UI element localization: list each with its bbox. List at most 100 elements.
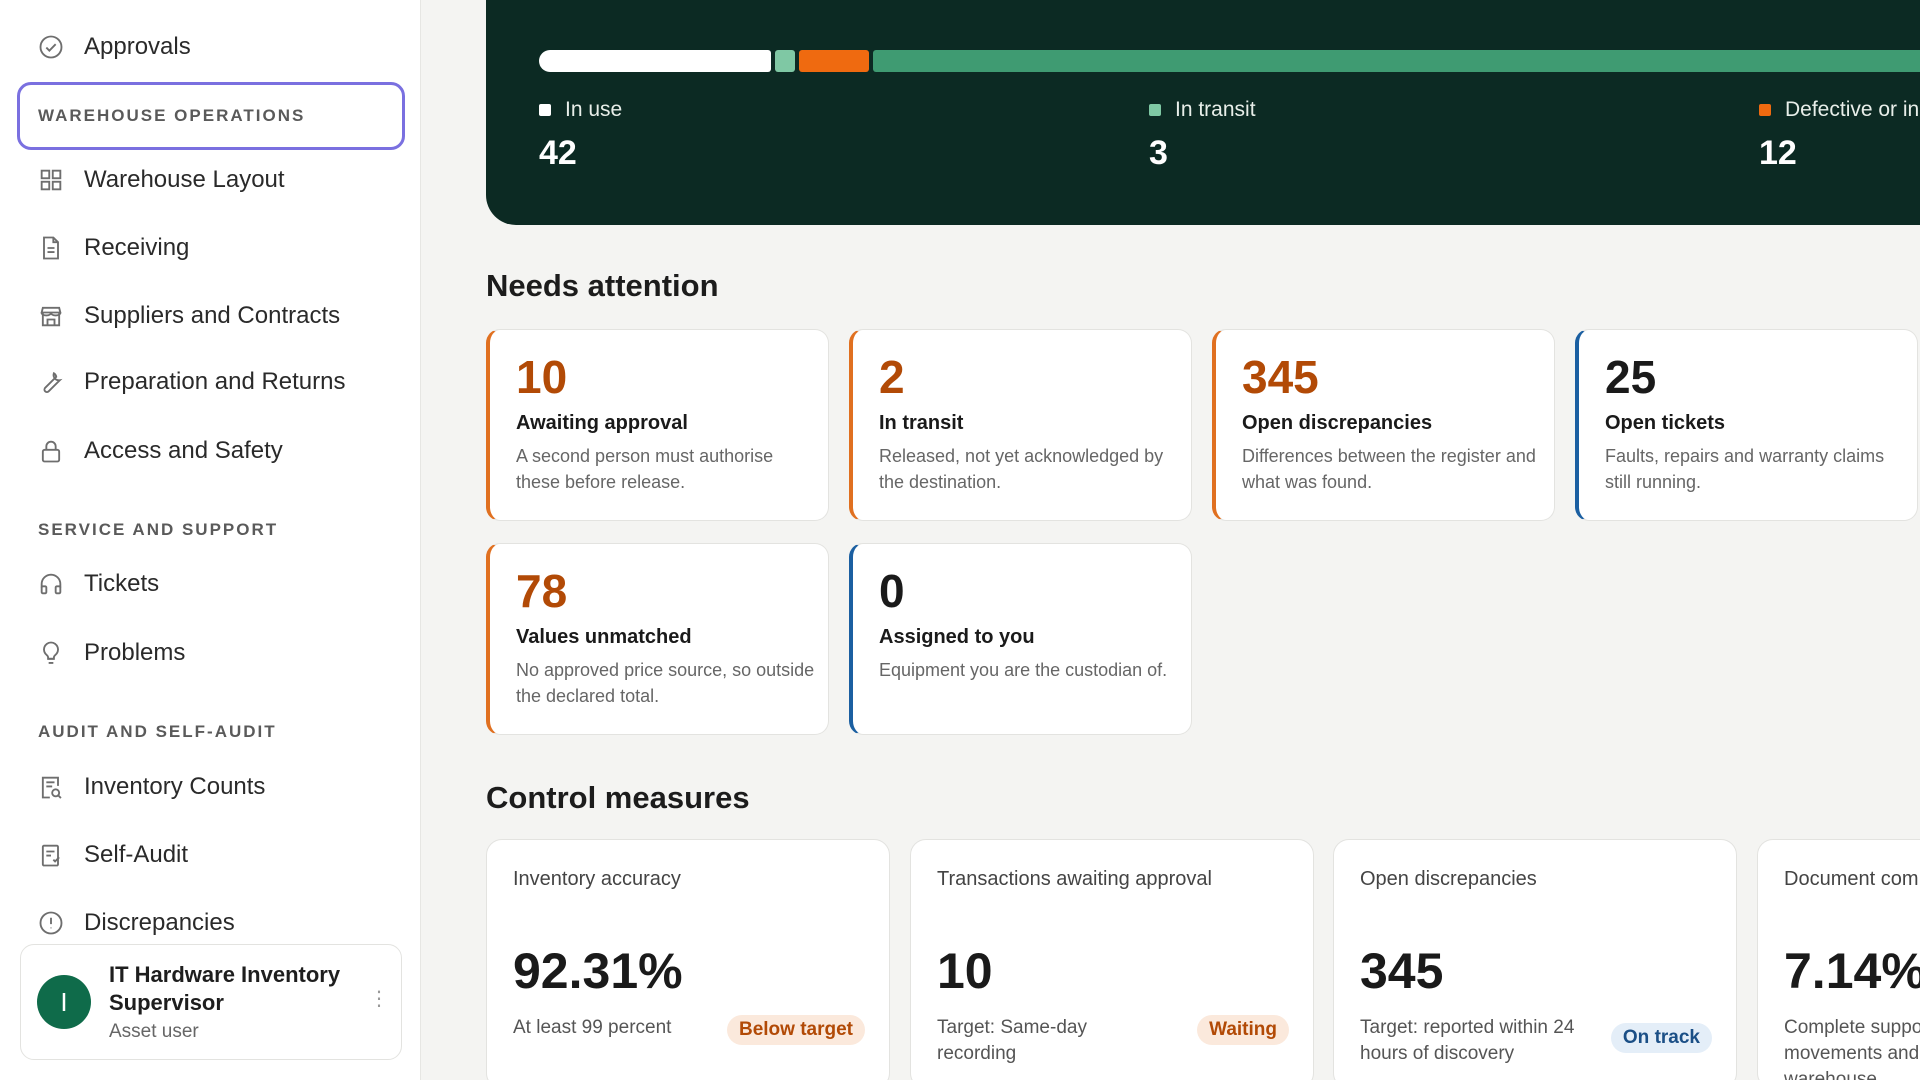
- sidebar-item-label: Receiving: [84, 234, 190, 261]
- control-measures-heading: Control measures: [486, 780, 750, 815]
- status-bar-segment-in-transit: [775, 50, 795, 72]
- sidebar-item-receiving[interactable]: Receiving: [24, 220, 396, 276]
- clipboard-icon: [36, 840, 66, 870]
- legend-value: 12: [1759, 134, 1797, 172]
- control-title: Inventory accuracy: [513, 868, 681, 890]
- attention-title: Values unmatched: [516, 626, 692, 648]
- control-card-document-completeness[interactable]: Document com 7.14% Complete suppo moveme…: [1757, 839, 1920, 1080]
- sidebar-item-inventory-counts[interactable]: Inventory Counts: [24, 759, 396, 815]
- sidebar-item-label: Tickets: [84, 570, 160, 597]
- attention-title: Awaiting approval: [516, 412, 688, 434]
- attention-description: Faults, repairs and warranty claims stil…: [1605, 446, 1885, 492]
- attention-card-values-unmatched[interactable]: 78 Values unmatched No approved price so…: [486, 543, 829, 735]
- control-value: 345: [1360, 943, 1444, 999]
- sidebar-item-problems[interactable]: Problems: [24, 625, 396, 681]
- status-bar-segment-defective-or-in-repair: [798, 50, 870, 72]
- legend-defective: Defective or in 12: [1759, 98, 1919, 173]
- control-card-open-discrepancies[interactable]: Open discrepancies 345 Target: reported …: [1333, 839, 1737, 1080]
- sidebar-item-suppliers-and-contracts[interactable]: Suppliers and Contracts: [24, 288, 396, 344]
- control-target: Complete suppo movements and warehouse: [1784, 1017, 1920, 1080]
- sidebar-item-label: Warehouse Layout: [84, 166, 285, 193]
- legend-label: Defective or in: [1785, 98, 1920, 121]
- attention-description: Differences between the register and wha…: [1242, 446, 1536, 492]
- sidebar-item-approvals[interactable]: Approvals: [24, 19, 396, 75]
- sidebar-item-preparation-and-returns[interactable]: Preparation and Returns: [24, 354, 396, 410]
- legend-in-transit: In transit 3: [1149, 98, 1256, 173]
- control-target: At least 99 percent: [513, 1017, 672, 1038]
- sidebar-item-self-audit[interactable]: Self-Audit: [24, 827, 396, 883]
- control-target: Target: Same-day recording: [937, 1017, 1087, 1064]
- attention-description: A second person must authorise these bef…: [516, 446, 774, 492]
- needs-attention-heading: Needs attention: [486, 268, 719, 303]
- sidebar-item-label: Preparation and Returns: [84, 368, 346, 395]
- control-title: Document com: [1784, 868, 1919, 890]
- legend-in-use: In use 42: [539, 98, 622, 173]
- legend-label: In transit: [1175, 98, 1256, 121]
- status-stacked-bar: [539, 50, 1920, 72]
- avatar: I: [37, 975, 91, 1029]
- sidebar-item-label: Suppliers and Contracts: [84, 302, 341, 329]
- section-header-warehouse-operations[interactable]: WAREHOUSE OPERATIONS: [17, 82, 405, 150]
- headset-icon: [36, 569, 66, 599]
- user-card[interactable]: I IT Hardware Inventory Supervisor Asset…: [20, 944, 402, 1060]
- control-value: 10: [937, 943, 993, 999]
- attention-card-awaiting-approval[interactable]: 10 Awaiting approval A second person mus…: [486, 329, 829, 521]
- document-icon: [36, 233, 66, 263]
- attention-count: 345: [1242, 351, 1319, 403]
- attention-count: 25: [1605, 351, 1657, 403]
- section-label-service-and-support: SERVICE AND SUPPORT: [38, 520, 279, 539]
- legend-value: 3: [1149, 134, 1168, 172]
- check-circle-icon: [36, 32, 66, 62]
- attention-title: Open tickets: [1605, 412, 1726, 434]
- status-badge: On track: [1610, 1023, 1712, 1053]
- status-badge: Waiting: [1197, 1015, 1289, 1045]
- sidebar-item-label: Discrepancies: [84, 909, 235, 936]
- sidebar-item-label: Inventory Counts: [84, 773, 266, 800]
- attention-card-open-discrepancies[interactable]: 345 Open discrepancies Differences betwe…: [1212, 329, 1555, 521]
- control-target: Target: reported within 24 hours of disc…: [1360, 1017, 1575, 1064]
- alert-circle-icon: [36, 908, 66, 938]
- legend-swatch: [539, 104, 551, 116]
- status-overview-panel: In use 42 In transit 3 Defective or in 1…: [486, 0, 1920, 225]
- attention-description: Equipment you are the custodian of.: [879, 660, 1168, 680]
- attention-description: No approved price source, so outside the…: [516, 660, 815, 706]
- user-role: Asset user: [109, 1021, 199, 1042]
- sidebar: Approvals WAREHOUSE OPERATIONS Warehouse…: [0, 0, 421, 1080]
- control-card-transactions-awaiting-approval[interactable]: Transactions awaiting approval 10 Target…: [910, 839, 1314, 1080]
- legend-value: 42: [539, 134, 577, 172]
- attention-title: Open discrepancies: [1242, 412, 1433, 434]
- legend-label: In use: [565, 98, 623, 121]
- attention-card-assigned-to-you[interactable]: 0 Assigned to you Equipment you are the …: [849, 543, 1192, 735]
- attention-card-in-transit[interactable]: 2 In transit Released, not yet acknowled…: [849, 329, 1192, 521]
- sidebar-item-tickets[interactable]: Tickets: [24, 556, 396, 612]
- more-vertical-icon[interactable]: ⋮: [369, 988, 389, 1010]
- sidebar-item-discrepancies[interactable]: Discrepancies: [24, 895, 396, 951]
- control-title: Open discrepancies: [1360, 868, 1537, 890]
- sidebar-item-label: Approvals: [84, 33, 191, 60]
- sidebar-item-access-and-safety[interactable]: Access and Safety: [24, 423, 396, 479]
- legend-swatch: [1149, 104, 1161, 116]
- search-document-icon: [36, 772, 66, 802]
- grid-icon: [36, 165, 66, 195]
- store-icon: [36, 301, 66, 331]
- control-value: 92.31%: [513, 943, 683, 999]
- status-bar-segment-other: [873, 50, 1920, 72]
- sidebar-item-label: Problems: [84, 639, 186, 666]
- attention-count: 10: [516, 351, 568, 403]
- section-label-audit-and-self-audit: AUDIT AND SELF-AUDIT: [38, 722, 277, 741]
- attention-count: 78: [516, 565, 568, 617]
- sidebar-item-warehouse-layout[interactable]: Warehouse Layout: [24, 152, 396, 208]
- sidebar-item-label: Self-Audit: [84, 841, 189, 868]
- attention-card-open-tickets[interactable]: 25 Open tickets Faults, repairs and warr…: [1575, 329, 1918, 521]
- status-badge: Below target: [726, 1015, 865, 1045]
- section-label: WAREHOUSE OPERATIONS: [38, 106, 306, 125]
- lock-icon: [36, 436, 66, 466]
- control-value: 7.14%: [1784, 943, 1920, 999]
- attention-title: Assigned to you: [879, 626, 1035, 648]
- control-card-inventory-accuracy[interactable]: Inventory accuracy 92.31% At least 99 pe…: [486, 839, 890, 1080]
- wrench-icon: [36, 367, 66, 397]
- attention-description: Released, not yet acknowledged by the de…: [879, 446, 1164, 492]
- main-content: In use 42 In transit 3 Defective or in 1…: [421, 0, 1920, 1080]
- control-title: Transactions awaiting approval: [937, 868, 1212, 890]
- user-name: IT Hardware Inventory Supervisor: [109, 962, 341, 1015]
